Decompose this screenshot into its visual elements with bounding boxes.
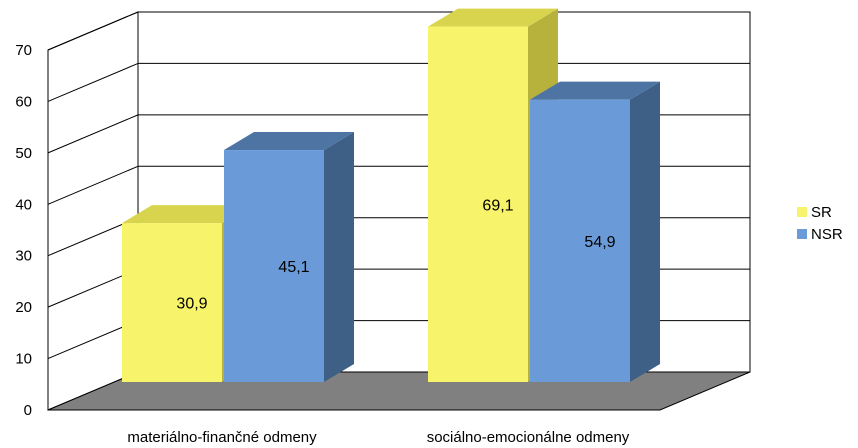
y-tick-label: 30 [15, 248, 32, 265]
y-tick-label: 40 [15, 196, 32, 213]
bar-top-sr [428, 8, 558, 27]
legend-swatch-sr [797, 207, 807, 217]
bar-nsr [224, 150, 324, 382]
bar-top-nsr [224, 132, 354, 151]
data-label: 69,1 [482, 197, 513, 214]
y-tick-label: 70 [15, 42, 32, 59]
y-tick-label: 60 [15, 93, 32, 110]
gridline-side [47, 114, 139, 154]
bar-side-nsr [630, 81, 660, 383]
y-tick-label: 20 [15, 299, 32, 316]
data-label: 54,9 [584, 234, 615, 251]
bar-sr [122, 223, 222, 382]
legend-label: SR [811, 204, 832, 221]
y-tick-label: 0 [24, 402, 32, 419]
x-category-label: sociálno-emocionálne odmeny [427, 429, 630, 446]
bar-top-sr [122, 205, 252, 224]
legend-label: NSR [811, 226, 843, 243]
bar-nsr [530, 99, 630, 383]
gridline-side [47, 11, 139, 51]
bar-top-nsr [530, 81, 660, 100]
data-label: 45,1 [278, 259, 309, 276]
data-label: 30,9 [176, 296, 207, 313]
y-tick-label: 10 [15, 351, 32, 368]
x-category-label: materiálno-finančné odmeny [127, 429, 317, 446]
legend-swatch-nsr [797, 229, 807, 239]
bar-side-nsr [324, 132, 354, 382]
gridline-side [47, 62, 139, 102]
bar-sr [428, 26, 528, 382]
gridline-side [47, 165, 139, 205]
y-tick-label: 50 [15, 145, 32, 162]
